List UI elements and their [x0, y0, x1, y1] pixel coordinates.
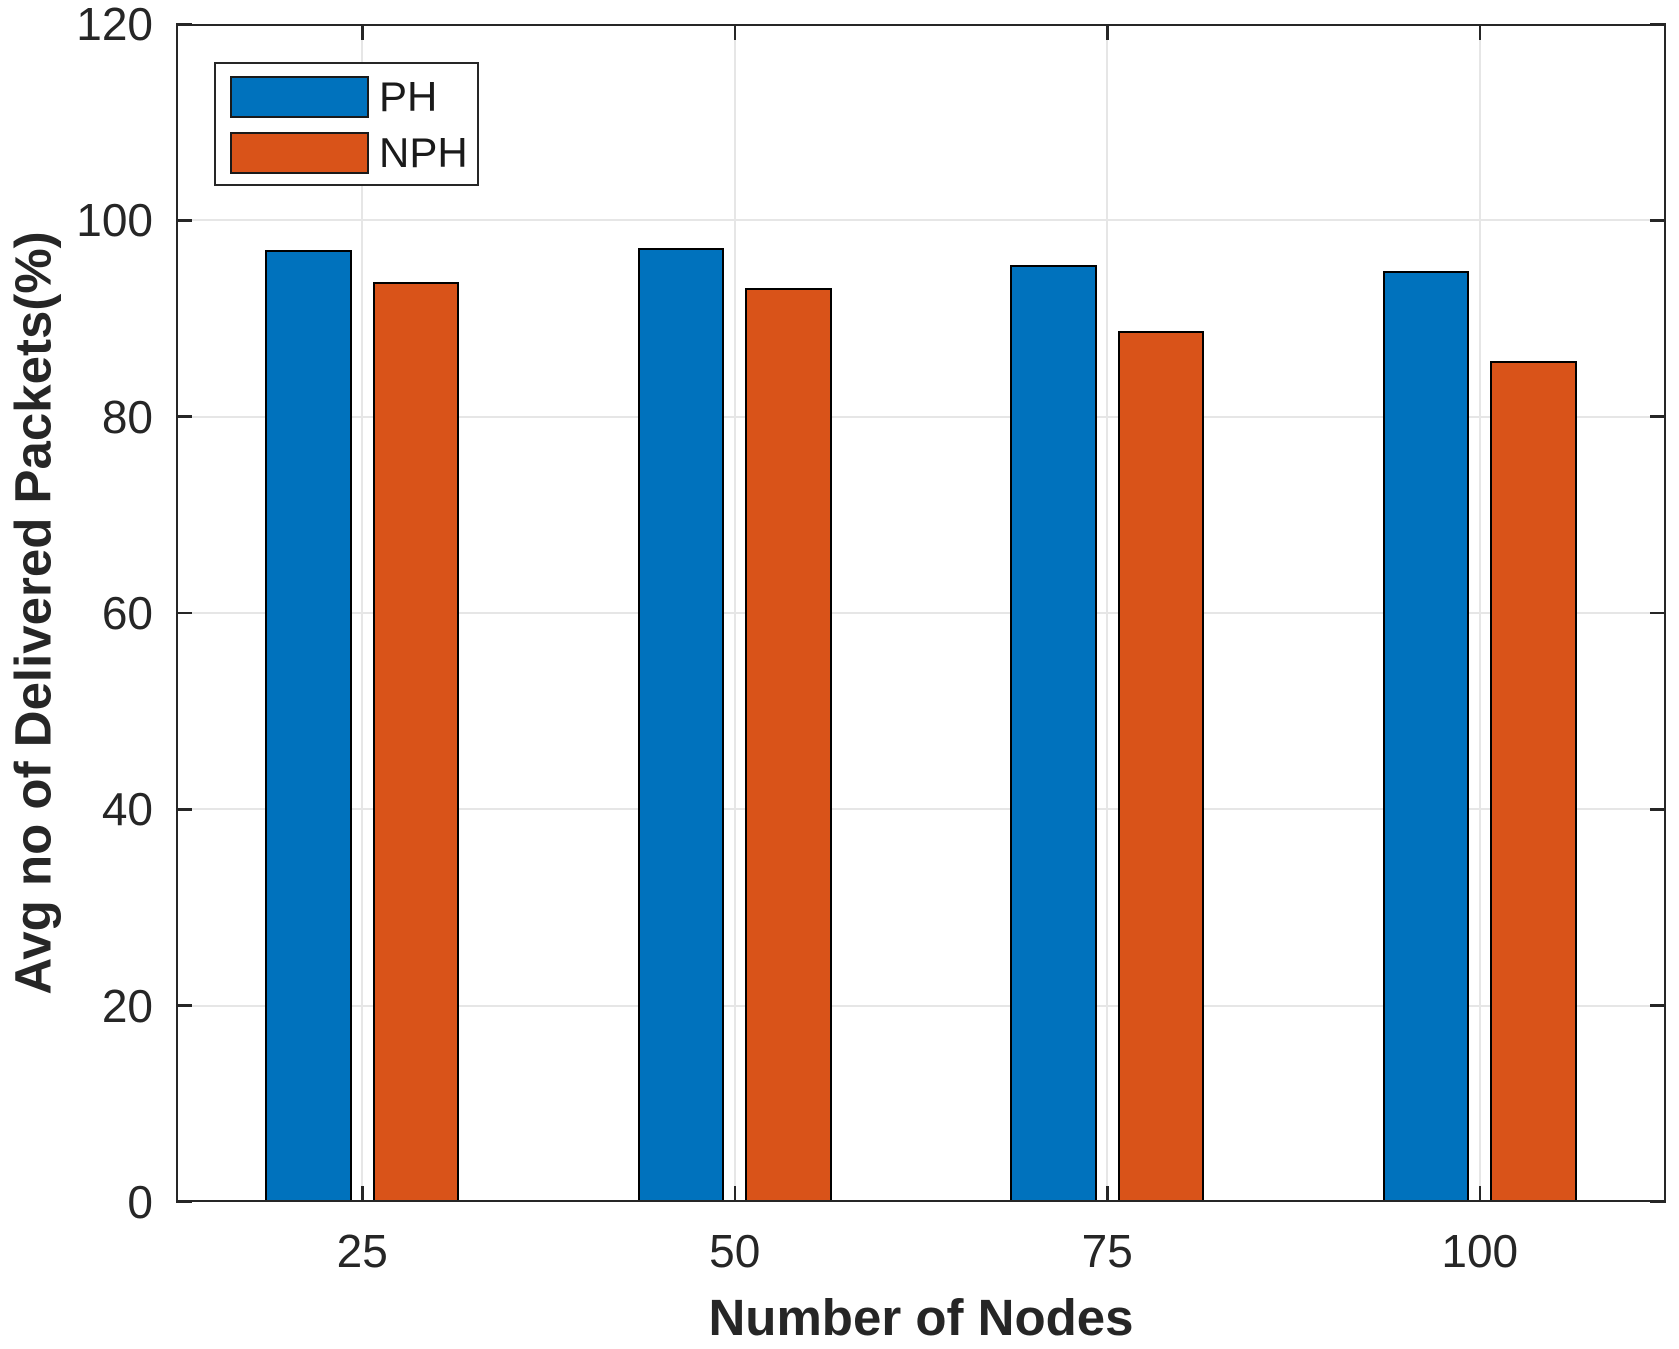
- x-tick-label-50: 50: [709, 1225, 761, 1277]
- h-gridline-80: [176, 415, 1666, 418]
- y-tick-label-40: 40: [101, 783, 153, 836]
- y-tick-label-80: 80: [101, 390, 153, 443]
- left-tick-20: [176, 1004, 192, 1007]
- y-tick-label-100: 100: [76, 194, 153, 247]
- legend: PH NPH: [214, 62, 479, 186]
- left-tick-120: [176, 22, 192, 26]
- legend-swatch-nph: [230, 132, 369, 174]
- left-tick-40: [176, 808, 192, 811]
- y-tick-label-120: 120: [76, 0, 153, 50]
- right-tick-80: [1650, 415, 1666, 418]
- axis-ticks: [176, 22, 1666, 1204]
- bar-nph-100: [1490, 360, 1577, 1202]
- bottom-tick-75: [1106, 1186, 1109, 1202]
- h-gridline-100: [176, 219, 1666, 222]
- top-tick-75: [1106, 24, 1109, 40]
- y-tick-label-60: 60: [101, 587, 153, 639]
- left-tick-80: [176, 415, 192, 418]
- y-tick-label-0: 0: [127, 1176, 153, 1228]
- plot-area: PH NPH: [176, 22, 1666, 1204]
- x-tick-label-100: 100: [1441, 1225, 1519, 1277]
- left-tick-60: [176, 611, 192, 615]
- bottom-tick-50: [733, 1186, 736, 1202]
- legend-item-nph: NPH: [230, 132, 477, 174]
- y-tick-label-20: 20: [101, 979, 153, 1032]
- bar-nph-50: [745, 288, 832, 1202]
- legend-item-ph: PH: [230, 76, 477, 118]
- bar-ph-50: [637, 247, 725, 1202]
- bar-nph-75: [1117, 331, 1205, 1202]
- bars: [176, 24, 1666, 1202]
- right-tick-120: [1650, 22, 1666, 26]
- right-tick-60: [1650, 611, 1666, 615]
- right-tick-100: [1650, 219, 1666, 222]
- right-tick-20: [1650, 1004, 1666, 1007]
- legend-swatch-ph: [230, 76, 369, 118]
- top-tick-50: [733, 24, 736, 40]
- bar-ph-75: [1010, 264, 1097, 1202]
- top-tick-25: [361, 24, 364, 40]
- right-tick-40: [1650, 808, 1666, 811]
- x-tick-label-25: 25: [336, 1225, 388, 1277]
- left-tick-100: [176, 219, 192, 222]
- bottom-tick-100: [1478, 1186, 1481, 1202]
- h-gridline-20: [176, 1004, 1666, 1007]
- legend-label-nph: NPH: [379, 129, 468, 176]
- bottom-tick-25: [361, 1186, 364, 1202]
- v-gridline-50: [733, 24, 736, 1202]
- bar-ph-100: [1382, 271, 1470, 1202]
- h-gridline-60: [176, 612, 1666, 614]
- x-axis-title: Number of Nodes: [708, 1289, 1134, 1346]
- right-tick-0: [1650, 1200, 1666, 1204]
- gridlines: [176, 24, 1666, 1202]
- x-tick-label-75: 75: [1081, 1225, 1133, 1277]
- v-gridline-25: [361, 24, 364, 1202]
- v-gridline-100: [1478, 24, 1481, 1202]
- h-gridline-40: [176, 808, 1666, 811]
- bar-ph-25: [265, 249, 352, 1202]
- left-tick-0: [176, 1200, 192, 1204]
- legend-label-ph: PH: [379, 73, 438, 120]
- top-tick-100: [1478, 24, 1481, 40]
- v-gridline-75: [1106, 24, 1109, 1202]
